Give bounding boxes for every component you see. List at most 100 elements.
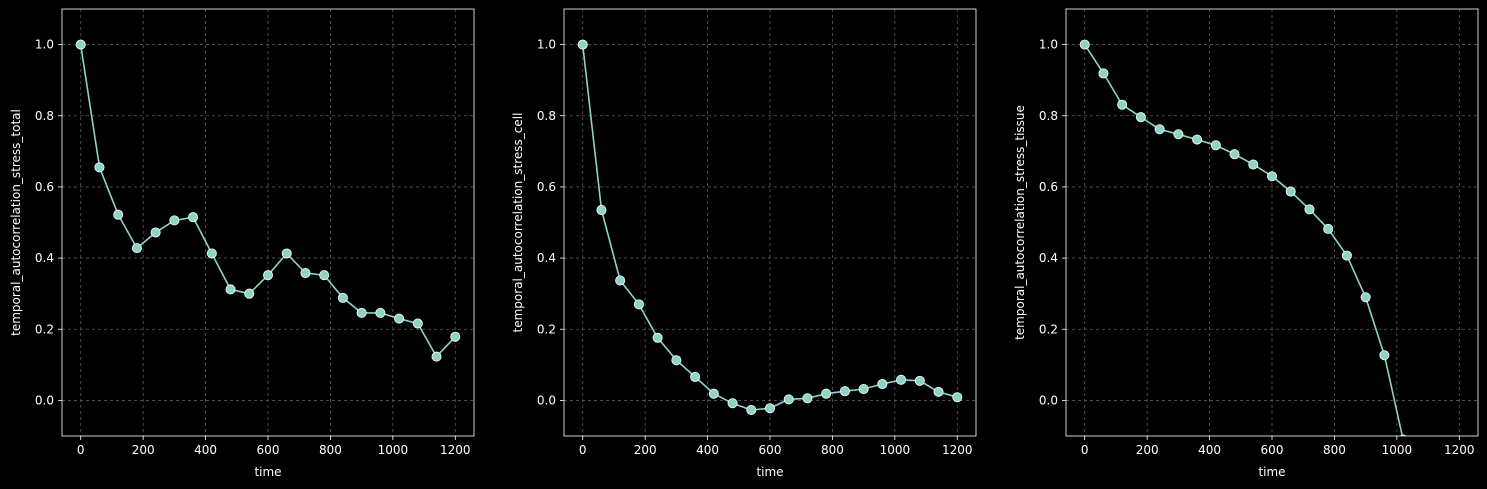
y-tick-label: 0.0 (35, 393, 54, 407)
y-tick-label: 1.0 (35, 38, 54, 52)
data-point (1192, 134, 1203, 145)
data-point (1285, 186, 1296, 197)
data-point (1135, 112, 1146, 123)
x-tick-label: 1000 (378, 443, 409, 457)
y-tick-label: 0.6 (1039, 180, 1058, 194)
data-point (802, 393, 813, 404)
data-point (727, 398, 738, 409)
data-point (244, 288, 255, 299)
x-tick-label: 1000 (1382, 443, 1413, 457)
y-tick-label: 0.2 (1039, 322, 1058, 336)
y-tick-label: 0.4 (537, 251, 556, 265)
data-point (94, 162, 105, 173)
chart-panel-3: 0 200 400 600 800 1000 1200 0.0 0.2 0.4 0.6 0.8 1.0 t… (1013, 8, 1479, 479)
y-tick-label: 0.8 (537, 109, 556, 123)
data-point (1267, 171, 1278, 182)
x-tick-label: 400 (1198, 443, 1221, 457)
x-tick-label: 800 (1323, 443, 1346, 457)
x-tick-label: 600 (257, 443, 280, 457)
data-point (337, 292, 348, 303)
data-point (262, 270, 273, 281)
data-point (281, 248, 292, 259)
data-point (1098, 68, 1109, 79)
x-tick-label: 600 (1261, 443, 1284, 457)
series-line (1084, 44, 1404, 436)
data-point (1117, 99, 1128, 110)
data-point (1360, 292, 1371, 303)
data-point (1173, 129, 1184, 140)
data-point (896, 374, 907, 385)
data-point (633, 299, 644, 310)
y-tick-label: 0.6 (35, 180, 54, 194)
data-point (188, 212, 199, 223)
x-tick-label: 400 (696, 443, 719, 457)
chart-panel-2: 0 200 400 600 800 1000 1200 0.0 0.2 0.4 0.6 0.8 1.0 t… (511, 8, 977, 479)
data-point (783, 394, 794, 405)
data-point (1154, 124, 1165, 135)
data-point (858, 384, 869, 395)
y-tick-label: 0.2 (537, 322, 556, 336)
x-tick-label: 600 (759, 443, 782, 457)
data-point (596, 205, 607, 216)
data-point (1210, 140, 1221, 151)
x-tick-label: 0 (579, 443, 587, 457)
data-point (375, 307, 386, 318)
y-tick-label: 0.8 (35, 109, 54, 123)
y-tick-label: 0.4 (1039, 251, 1058, 265)
data-point (821, 388, 832, 399)
data-point (300, 268, 311, 279)
data-point (1079, 39, 1090, 50)
data-point (1399, 434, 1407, 436)
data-point (450, 331, 461, 342)
data-point (319, 270, 330, 281)
data-point (839, 386, 850, 397)
x-tick-label: 200 (132, 443, 155, 457)
data-point (1229, 149, 1240, 160)
data-point (169, 215, 180, 226)
x-tick-label: 400 (194, 443, 217, 457)
data-point (746, 405, 757, 416)
data-point (652, 332, 663, 343)
data-point (933, 386, 944, 397)
data-point (577, 39, 588, 50)
data-point (150, 227, 161, 238)
x-tick-label: 200 (1136, 443, 1159, 457)
x-axis-label: time (1258, 465, 1285, 479)
y-tick-label: 1.0 (1039, 38, 1058, 52)
data-point (671, 355, 682, 366)
x-tick-label: 1200 (1444, 443, 1475, 457)
data-point (877, 379, 888, 390)
data-point (431, 351, 442, 362)
data-point (1379, 350, 1390, 361)
x-axis-label: time (254, 465, 281, 479)
series-group (75, 39, 461, 362)
y-axis-label: temporal_autocorrelation_stress_cell (511, 113, 525, 333)
x-tick-label: 200 (634, 443, 657, 457)
data-point (225, 284, 236, 295)
data-point (131, 243, 142, 254)
data-point (914, 375, 925, 386)
series-group (1079, 39, 1407, 436)
data-point (690, 371, 701, 382)
y-tick-label: 1.0 (537, 38, 556, 52)
data-point (1248, 159, 1259, 170)
data-point (206, 248, 217, 259)
chart-panel-1: 0 200 400 600 800 1000 1200 0.0 0.2 0.4 0.6 0.8 1.0 t… (9, 8, 475, 479)
x-tick-label: 0 (77, 443, 85, 457)
data-point (75, 39, 86, 50)
data-point (1304, 204, 1315, 215)
data-point (952, 392, 963, 403)
y-axis-label: temporal_autocorrelation_stress_total (9, 109, 23, 336)
data-point (615, 275, 626, 286)
x-tick-label: 1200 (440, 443, 471, 457)
y-tick-label: 0.8 (1039, 109, 1058, 123)
y-tick-label: 0.2 (35, 322, 54, 336)
x-tick-label: 1000 (880, 443, 911, 457)
x-tick-label: 800 (319, 443, 342, 457)
data-point (113, 209, 124, 220)
data-point (412, 318, 423, 329)
x-axis-label: time (756, 465, 783, 479)
x-tick-label: 0 (1081, 443, 1089, 457)
data-point (708, 388, 719, 399)
